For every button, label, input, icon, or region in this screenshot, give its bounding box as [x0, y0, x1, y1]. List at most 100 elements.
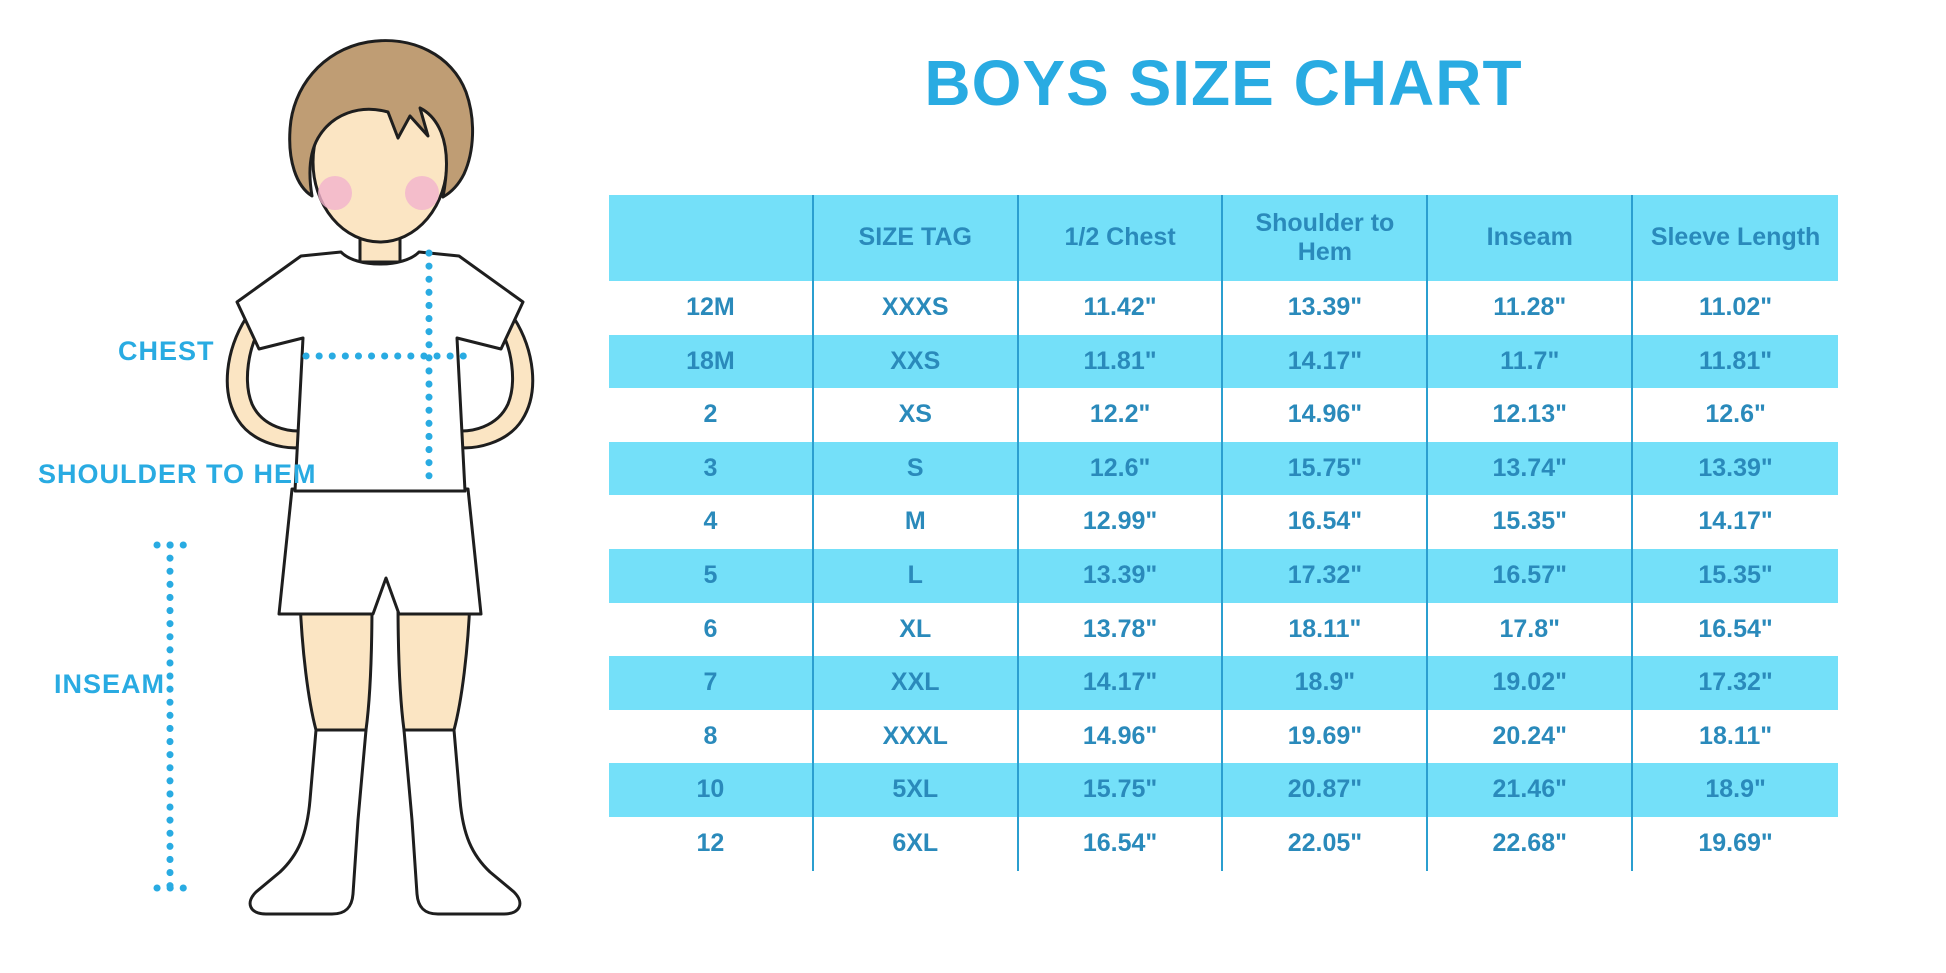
table-cell: 16.54" — [1698, 614, 1773, 643]
table-cell: 12.2" — [1019, 388, 1224, 442]
table-cell: 5XL — [814, 763, 1019, 817]
row-size-label: 6 — [609, 602, 814, 657]
table-cell: 12.99" — [1019, 495, 1224, 549]
table-cell: 20.87" — [1223, 763, 1429, 817]
table-cell: 18.9" — [1705, 775, 1766, 804]
table-cell: 22.68" — [1428, 816, 1634, 871]
table-cell: 15.75" — [1223, 441, 1429, 496]
table-cell: 16.54" — [1223, 495, 1429, 549]
boy-sock-left — [248, 728, 368, 916]
table-cell: 15.75" — [1019, 763, 1224, 817]
table-cell: 16.54" — [1019, 816, 1224, 871]
table-row: 12 6XL 16.54" 22.05" 22.68" 19.69" — [609, 816, 1838, 871]
table-cell: 19.69" — [1698, 828, 1773, 857]
table-row: 3 S 12.6" 15.75" 13.74" 13.39" — [609, 441, 1838, 496]
table-cell: 6XL — [814, 816, 1019, 871]
boy-sock-right — [402, 728, 522, 916]
table-row: 8 XXXL 14.96" 19.69" 20.24" 18.11" — [609, 709, 1838, 764]
size-table: SIZE TAG 1/2 Chest Shoulder to Hem Insea… — [609, 195, 1838, 871]
table-row: 12M XXXS 11.42" 13.39" 11.28" 11.02" — [609, 281, 1838, 335]
row-size-label: 8 — [609, 709, 814, 764]
table-cell: 13.74" — [1428, 441, 1634, 496]
boy-hair — [288, 39, 474, 199]
table-cell: 14.17" — [1223, 334, 1429, 389]
table-cell: 11.7" — [1428, 334, 1634, 389]
row-size-label: 18M — [609, 334, 814, 389]
table-row: 18M XXS 11.81" 14.17" 11.7" 11.81" — [609, 334, 1838, 389]
label-chest: CHEST — [118, 336, 215, 366]
table-cell: 13.39" — [1223, 281, 1429, 335]
table-cell: M — [814, 495, 1019, 549]
table-cell: 18.9" — [1223, 656, 1429, 710]
row-size-label: 3 — [609, 441, 814, 496]
table-cell: 18.11" — [1223, 602, 1429, 657]
measurement-diagram: CHEST SHOULDER TO HEM INSEAM — [0, 0, 650, 973]
row-size-label: 10 — [609, 763, 814, 817]
table-cell: 14.96" — [1019, 709, 1224, 764]
table-row: 4 M 12.99" 16.54" 15.35" 14.17" — [609, 495, 1838, 549]
table-cell: 11.81" — [1019, 334, 1224, 389]
boy-cheek-right — [405, 176, 439, 210]
table-cell: XXXL — [814, 709, 1019, 764]
table-cell: 19.69" — [1223, 709, 1429, 764]
table-cell: XXXS — [814, 281, 1019, 335]
row-size-label: 5 — [609, 548, 814, 603]
boy-leg-right — [396, 598, 472, 732]
table-cell: XL — [814, 602, 1019, 657]
table-cell: 22.05" — [1223, 816, 1429, 871]
table-cell: 14.17" — [1019, 656, 1224, 710]
table-cell: 15.35" — [1428, 495, 1634, 549]
table-cell: 17.8" — [1428, 602, 1634, 657]
boy-cheek-left — [318, 176, 352, 210]
table-header-row: SIZE TAG 1/2 Chest Shoulder to Hem Insea… — [609, 195, 1838, 281]
header-sleeve-length: Sleeve Length — [1650, 223, 1821, 252]
table-cell: 15.35" — [1698, 561, 1773, 590]
table-cell: 12.6" — [1019, 441, 1224, 496]
table-cell: 16.57" — [1428, 548, 1634, 603]
table-cell: 19.02" — [1428, 656, 1634, 710]
table-row: 5 L 13.39" 17.32" 16.57" 15.35" — [609, 548, 1838, 603]
table-cell: S — [814, 441, 1019, 496]
table-row: 6 XL 13.78" 18.11" 17.8" 16.54" — [609, 602, 1838, 657]
row-size-label: 12M — [609, 281, 814, 335]
table-cell: 12.13" — [1428, 388, 1634, 442]
table-cell: XS — [814, 388, 1019, 442]
row-size-label: 12 — [609, 816, 814, 871]
table-row: 7 XXL 14.17" 18.9" 19.02" 17.32" — [609, 656, 1838, 710]
label-inseam: INSEAM — [54, 669, 166, 699]
header-half-chest: 1/2 Chest — [1019, 195, 1224, 281]
table-cell: 21.46" — [1428, 763, 1634, 817]
header-shoulder-to-hem: Shoulder to Hem — [1223, 195, 1429, 281]
table-cell: 14.17" — [1698, 507, 1773, 536]
header-inseam: Inseam — [1428, 195, 1634, 281]
table-row: 10 5XL 15.75" 20.87" 21.46" 18.9" — [609, 763, 1838, 817]
table-cell: L — [814, 548, 1019, 603]
boy-shorts — [277, 487, 483, 616]
table-cell: 18.11" — [1699, 721, 1773, 750]
table-cell: 13.39" — [1698, 453, 1773, 482]
boy-leg-left — [298, 598, 374, 732]
table-cell: 17.32" — [1698, 668, 1773, 697]
row-size-label: 2 — [609, 388, 814, 442]
table-row: 2 XS 12.2" 14.96" 12.13" 12.6" — [609, 388, 1838, 442]
row-size-label: 7 — [609, 656, 814, 710]
table-cell: 11.02" — [1699, 293, 1773, 322]
table-cell: XXS — [814, 334, 1019, 389]
boy-illustration — [153, 39, 535, 916]
table-cell: 11.42" — [1019, 281, 1224, 335]
table-body: 12M XXXS 11.42" 13.39" 11.28" 11.02" 18M XXS 11.… — [609, 281, 1838, 871]
table-cell: 11.28" — [1428, 281, 1634, 335]
header-size — [609, 195, 814, 281]
table-cell: 17.32" — [1223, 548, 1429, 603]
table-cell: 13.78" — [1019, 602, 1224, 657]
table-cell: 14.96" — [1223, 388, 1429, 442]
table-cell: 20.24" — [1428, 709, 1634, 764]
table-cell: XXL — [814, 656, 1019, 710]
header-size-tag: SIZE TAG — [814, 195, 1019, 281]
table-cell: 11.81" — [1699, 346, 1773, 375]
table-cell: 12.6" — [1705, 400, 1766, 429]
boy-tshirt — [235, 250, 525, 493]
row-size-label: 4 — [609, 495, 814, 549]
label-shoulder-to-hem: SHOULDER TO HEM — [38, 459, 317, 489]
